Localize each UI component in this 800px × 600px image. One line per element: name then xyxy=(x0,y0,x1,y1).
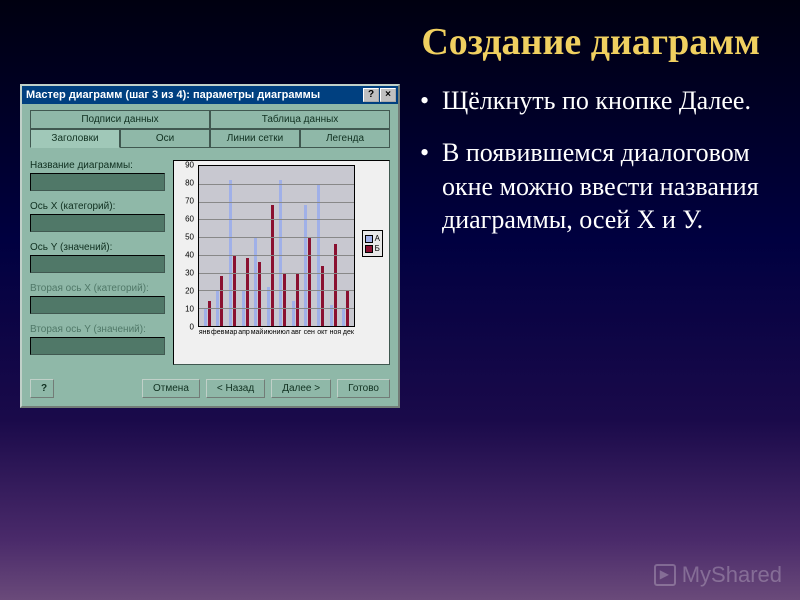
bar xyxy=(220,276,223,326)
watermark: MyShared xyxy=(654,562,782,588)
tab[interactable]: Подписи данных xyxy=(30,110,210,129)
chart-wizard-dialog: Мастер диаграмм (шаг 3 из 4): параметры … xyxy=(20,84,400,408)
plot-area xyxy=(198,165,355,327)
legend-swatch xyxy=(365,235,373,243)
y-tick: 20 xyxy=(185,287,194,296)
x-tick: дек xyxy=(342,329,355,345)
bar-group xyxy=(327,166,340,326)
tab-row-2: ЗаголовкиОсиЛинии сеткиЛегенда xyxy=(30,129,390,148)
fields-panel: Название диаграммы: Ось X (категорий): Ось… xyxy=(30,160,165,365)
watermark-text: MyShared xyxy=(682,562,782,588)
bar-group xyxy=(214,166,227,326)
titlebar-text: Мастер диаграмм (шаг 3 из 4): параметры … xyxy=(26,89,362,101)
text-input xyxy=(30,337,165,355)
bar-group xyxy=(239,166,252,326)
tab[interactable]: Оси xyxy=(120,129,210,148)
bar-group xyxy=(289,166,302,326)
bar xyxy=(208,301,211,326)
bullet-item: В появившемся диалоговом окне можно ввес… xyxy=(420,136,760,237)
help-button[interactable]: ? xyxy=(30,379,54,398)
text-input[interactable] xyxy=(30,173,165,191)
y-tick: 60 xyxy=(185,215,194,224)
y-tick: 40 xyxy=(185,251,194,260)
bar xyxy=(283,273,286,326)
field-label: Ось X (категорий): xyxy=(30,201,165,212)
chart-preview: 0 10 20 30 40 50 60 70 80 90 янвфевмарапрмайиюнию… xyxy=(173,160,390,365)
button-row: ? Отмена < Назад Далее > Готово xyxy=(22,373,398,406)
x-tick: апр xyxy=(237,329,250,345)
bar xyxy=(246,258,249,326)
bar xyxy=(258,262,261,326)
y-axis: 0102030405060708090 xyxy=(178,165,196,327)
legend-item: А xyxy=(365,234,380,243)
tab-row-1: Подписи данныхТаблица данных xyxy=(30,110,390,129)
x-tick: фев xyxy=(211,329,224,345)
bar-group xyxy=(276,166,289,326)
y-tick: 50 xyxy=(185,232,194,241)
next-button[interactable]: Далее > xyxy=(271,379,331,398)
x-axis: янвфевмарапрмайиюниюлавгсеноктноядек xyxy=(198,329,355,345)
watermark-icon xyxy=(654,564,676,586)
x-tick: июл xyxy=(277,329,290,345)
y-tick: 90 xyxy=(185,161,194,170)
finish-button[interactable]: Готово xyxy=(337,379,390,398)
field-label: Ось Y (значений): xyxy=(30,242,165,253)
bar xyxy=(296,273,299,326)
bullet-list: Щёлкнуть по кнопке Далее. В появившемся д… xyxy=(420,84,760,408)
field-label: Вторая ось X (категорий): xyxy=(30,283,165,294)
legend: АБ xyxy=(362,230,383,257)
field-label: Вторая ось Y (значений): xyxy=(30,324,165,335)
bar xyxy=(342,308,345,326)
bar xyxy=(204,308,207,326)
titlebar: Мастер диаграмм (шаг 3 из 4): параметры … xyxy=(22,86,398,104)
bar xyxy=(267,287,270,326)
close-icon[interactable]: × xyxy=(380,88,396,102)
bar xyxy=(321,266,324,326)
tab[interactable]: Легенда xyxy=(300,129,390,148)
y-tick: 30 xyxy=(185,269,194,278)
legend-label: А xyxy=(375,234,380,243)
tab[interactable]: Линии сетки xyxy=(210,129,300,148)
x-tick: сен xyxy=(303,329,316,345)
cancel-button[interactable]: Отмена xyxy=(142,379,200,398)
bullet-item: Щёлкнуть по кнопке Далее. xyxy=(420,84,760,118)
titlebar-help-button[interactable]: ? xyxy=(363,88,379,102)
x-tick: янв xyxy=(198,329,211,345)
x-tick: авг xyxy=(290,329,303,345)
x-tick: ноя xyxy=(329,329,342,345)
slide-title: Создание диаграмм xyxy=(0,0,800,74)
tab[interactable]: Таблица данных xyxy=(210,110,390,129)
tab[interactable]: Заголовки xyxy=(30,129,120,148)
bar xyxy=(254,237,257,326)
y-tick: 80 xyxy=(185,178,194,187)
legend-swatch xyxy=(365,245,373,253)
x-tick: мар xyxy=(224,329,237,345)
bar-group xyxy=(314,166,327,326)
bar-group xyxy=(264,166,277,326)
bar-group xyxy=(302,166,315,326)
bar-group xyxy=(226,166,239,326)
legend-item: Б xyxy=(365,244,380,253)
text-input[interactable] xyxy=(30,255,165,273)
bar xyxy=(308,237,311,326)
y-tick: 70 xyxy=(185,196,194,205)
bar xyxy=(292,301,295,326)
bar-group xyxy=(339,166,352,326)
bar-group xyxy=(251,166,264,326)
text-input xyxy=(30,296,165,314)
text-input[interactable] xyxy=(30,214,165,232)
y-tick: 10 xyxy=(185,304,194,313)
x-tick: окт xyxy=(316,329,329,345)
field-label: Название диаграммы: xyxy=(30,160,165,171)
back-button[interactable]: < Назад xyxy=(206,379,265,398)
x-tick: май xyxy=(251,329,264,345)
legend-label: Б xyxy=(375,244,380,253)
bar xyxy=(334,244,337,326)
bar-group xyxy=(201,166,214,326)
x-tick: июн xyxy=(264,329,277,345)
y-tick: 0 xyxy=(190,323,194,332)
